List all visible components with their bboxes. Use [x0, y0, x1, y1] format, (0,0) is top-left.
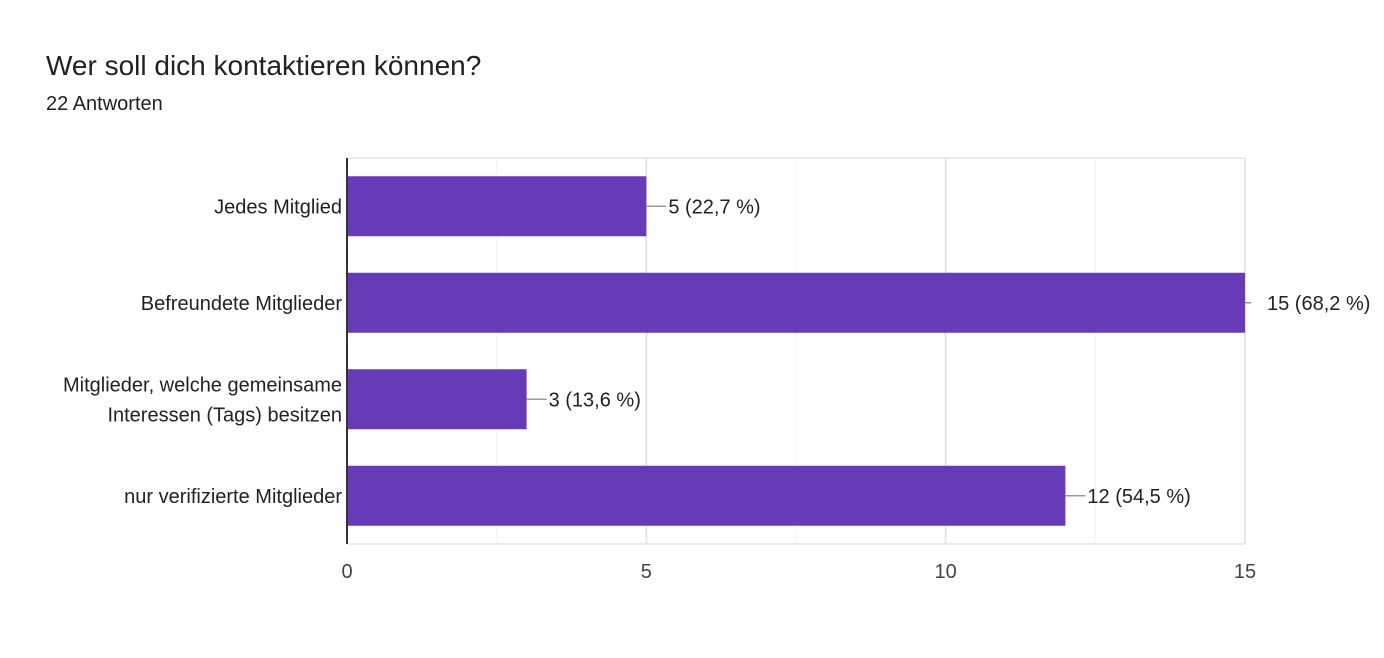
chart-title: Wer soll dich kontaktieren können? [46, 50, 482, 81]
x-tick-label: 10 [935, 561, 957, 583]
labels: 0 5 10 15 5 (22,7 %) Jedes Mitglied 15 (68,2 %… [63, 196, 1370, 583]
category-label: Mitglieder, welche gemeinsame Interessen … [63, 374, 342, 426]
bar [347, 272, 1245, 333]
x-tick-label: 5 [641, 561, 652, 583]
data-label: 3 (13,6 %) [549, 389, 641, 411]
chart-header: Wer soll dich kontaktieren können? 22 An… [46, 48, 481, 116]
bar [347, 369, 527, 430]
bar [347, 176, 647, 237]
data-label: 15 (68,2 %) [1267, 293, 1370, 315]
x-tick-label: 0 [341, 561, 352, 583]
x-tick-label: 15 [1234, 561, 1256, 583]
data-label: 5 (22,7 %) [668, 196, 760, 218]
category-label: Jedes Mitglied [214, 196, 342, 218]
bars [347, 176, 1245, 526]
response-count: 22 Antworten [46, 93, 163, 115]
category-label: nur verifizierte Mitglieder [124, 486, 342, 508]
data-label: 12 (54,5 %) [1087, 486, 1190, 508]
bar [347, 465, 1066, 526]
category-label: Befreundete Mitglieder [141, 293, 343, 315]
